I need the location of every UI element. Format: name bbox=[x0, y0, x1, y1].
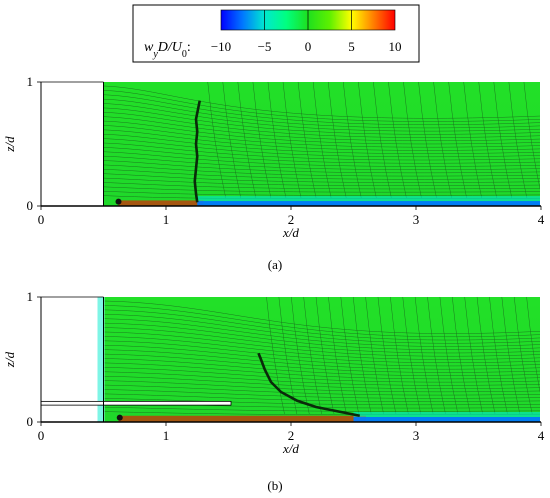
vortex-core bbox=[116, 414, 123, 421]
x-tick-label: 3 bbox=[413, 212, 420, 227]
wall-strip bbox=[97, 297, 105, 422]
body-region bbox=[41, 82, 104, 206]
contour-band bbox=[197, 201, 540, 206]
x-tick-label: 1 bbox=[163, 428, 170, 443]
y-tick-label: 1 bbox=[27, 289, 34, 304]
colorbar: −10 −5 0 5 10 wyD/U0: bbox=[132, 4, 420, 63]
vortex-core bbox=[115, 198, 122, 205]
colorbar-tick-label: −10 bbox=[211, 39, 231, 54]
contour-band bbox=[118, 200, 204, 206]
separation-line bbox=[257, 352, 361, 418]
streamlines bbox=[103, 297, 540, 415]
x-tick-label: 4 bbox=[538, 428, 545, 443]
contour-band bbox=[118, 415, 366, 422]
x-tick-label: 2 bbox=[288, 428, 295, 443]
colorbar-tick-label: −5 bbox=[258, 39, 272, 54]
x-axis-label: x/d bbox=[282, 441, 299, 456]
y-tick-label: 0 bbox=[27, 198, 34, 213]
panel-caption: (a) bbox=[268, 257, 282, 272]
colorbar-tick-label: 5 bbox=[348, 39, 355, 54]
x-tick-label: 3 bbox=[413, 428, 420, 443]
x-tick-label: 4 bbox=[538, 212, 545, 227]
y-tick-label: 0 bbox=[27, 414, 34, 429]
panel-b: 0 1 2 3 4 0 1 x/d z/d (b) bbox=[2, 289, 545, 493]
contour-field bbox=[104, 82, 540, 206]
y-axis-label: z/d bbox=[2, 136, 17, 153]
colorbar-label: wyD/U0: bbox=[144, 40, 191, 60]
x-tick-label: 0 bbox=[38, 212, 45, 227]
x-tick-label: 0 bbox=[38, 428, 45, 443]
contour-band bbox=[353, 417, 540, 422]
y-axis-label: z/d bbox=[2, 351, 17, 368]
colorbar-tick-label: 0 bbox=[305, 39, 312, 54]
splitter-plate bbox=[40, 400, 232, 406]
x-axis-label: x/d bbox=[282, 225, 299, 240]
colorbar-tick-label: 10 bbox=[389, 39, 402, 54]
contour-band bbox=[353, 412, 540, 417]
panel-caption: (b) bbox=[267, 478, 282, 493]
x-tick-label: 2 bbox=[288, 212, 295, 227]
colorbar-ticks: −10 −5 0 5 10 bbox=[211, 10, 402, 54]
x-tick-label: 1 bbox=[163, 212, 170, 227]
field-background bbox=[104, 82, 540, 206]
separation-line bbox=[193, 100, 202, 203]
panel-a: 0 1 2 3 4 0 1 x/d z/d (a) bbox=[2, 74, 545, 272]
contour-band bbox=[197, 196, 540, 202]
y-tick-label: 1 bbox=[27, 74, 34, 89]
